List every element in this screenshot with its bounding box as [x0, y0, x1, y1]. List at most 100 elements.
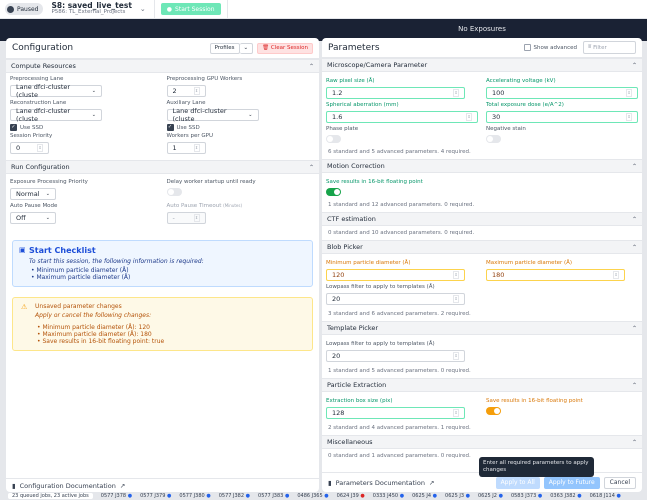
apply-to-all-button[interactable]: Apply to All — [495, 476, 540, 489]
show-advanced-checkbox[interactable]: Show advanced — [523, 44, 577, 51]
value: Lane dfci-cluster (cluste — [172, 107, 227, 123]
job-chip[interactable]: 0333 J450 ● — [372, 493, 405, 499]
box-size-input[interactable]: 128 ⇕ — [326, 407, 465, 419]
delay-startup-toggle[interactable] — [166, 188, 182, 196]
job-summary[interactable]: 23 queued jobs, 23 active jobs — [8, 493, 93, 499]
tooltip: Enter all required parameters to apply c… — [479, 457, 594, 477]
auxiliary-lane-select[interactable]: Lane dfci-cluster (cluste ⌄ — [166, 107, 259, 123]
job-chip[interactable]: 0577 J382 ● — [218, 493, 251, 499]
panel-title: Parameters — [328, 42, 380, 53]
template-lowpass-input[interactable]: 20 ⇕ — [326, 350, 465, 362]
stepper-icon[interactable]: ⇕ — [453, 295, 459, 303]
stepper-icon[interactable]: ⇕ — [453, 271, 459, 279]
list-item: Minimum particle diameter (Å): 120 — [37, 324, 304, 331]
param-count: 1 standard and 5 advanced parameters. 0 … — [328, 368, 471, 374]
gpu-workers-input[interactable]: 2 ⇕ — [166, 85, 206, 97]
stepper-icon[interactable]: ⇕ — [453, 89, 459, 97]
book-icon: ▮ — [12, 481, 16, 490]
phase-plate-toggle[interactable] — [326, 135, 341, 143]
job-chip[interactable]: 0486 J365 ● — [297, 493, 329, 499]
job-chip[interactable]: 0577 J378 ● — [100, 493, 133, 499]
session-selector[interactable]: S8: saved_live_test P586: TL_External_Pro… — [51, 2, 131, 16]
stepper-icon[interactable]: ⇕ — [626, 113, 632, 121]
pixel-size-input[interactable]: 1.2 ⇕ — [326, 87, 465, 99]
apply-to-future-button[interactable]: Apply to Future — [543, 476, 600, 489]
section-template-picker[interactable]: Template Picker ⌃ — [322, 321, 642, 335]
job-chip[interactable]: 0363 J382 ● — [550, 493, 582, 499]
section-miscellaneous[interactable]: Miscellaneous ⌃ — [322, 435, 642, 449]
max-diameter-input[interactable]: 180 ⇕ — [486, 269, 625, 281]
external-link-icon: ↗ — [119, 481, 126, 490]
check-icon: ✓ — [166, 124, 174, 131]
stepper-icon[interactable]: ⇕ — [37, 144, 43, 152]
job-chip[interactable]: 0624 J39 ● — [336, 493, 365, 499]
checklist-title: Start Checklist — [19, 246, 304, 255]
job-chip[interactable]: 0625 J2 ● — [477, 493, 503, 499]
profiles-button[interactable]: Profiles — [209, 42, 240, 54]
negative-stain-toggle[interactable] — [486, 135, 501, 143]
check-icon: ✓ — [10, 124, 17, 131]
section-particle-extraction[interactable]: Particle Extraction ⌃ — [322, 378, 642, 392]
reconstruction-lane-select[interactable]: Lane dfci-cluster (cluste ⌄ — [10, 107, 102, 123]
job-chip[interactable]: 0577 J383 ● — [258, 493, 290, 499]
stepper-icon[interactable]: ⇕ — [613, 271, 619, 279]
job-chip[interactable]: 0577 J380 ● — [179, 493, 211, 499]
list-item: Minimum particle diameter (Å) — [31, 267, 304, 274]
section-ctf-estimation[interactable]: CTF estimation ⌃ — [322, 212, 642, 226]
job-chip[interactable]: 0618 J114 ● — [589, 493, 621, 499]
stepper-icon[interactable]: ⇕ — [626, 89, 632, 97]
section-motion-correction[interactable]: Motion Correction ⌃ — [322, 159, 642, 173]
section-blob-picker[interactable]: Blob Picker ⌃ — [322, 240, 642, 254]
session-priority-input[interactable]: 0 ⇕ — [10, 142, 49, 154]
aux-use-ssd-checkbox[interactable]: ✓ Use SSD — [166, 124, 316, 131]
section-compute-resources[interactable]: Compute Resources ⌃ — [6, 59, 319, 73]
label: Auto Pause Mode — [10, 203, 58, 209]
motion-16bit-toggle[interactable] — [326, 188, 341, 196]
stepper-icon[interactable]: ⇕ — [466, 113, 472, 121]
value: 30 — [492, 113, 501, 121]
processing-priority-select[interactable]: Normal ⌄ — [10, 188, 56, 200]
auto-pause-mode-select[interactable]: Off ⌄ — [10, 212, 56, 224]
link-text: Configuration Documentation — [19, 481, 116, 490]
top-bar: Paused S8: saved_live_test P586: TL_Exter… — [0, 0, 647, 19]
use-ssd-checkbox[interactable]: ✓ Use SSD — [10, 124, 159, 131]
book-icon: ▮ — [328, 478, 332, 487]
job-chip[interactable]: 0577 J379 ● — [140, 493, 172, 499]
alert-intro: Apply or cancel the following changes: — [35, 312, 152, 319]
stepper-icon[interactable]: ⇕ — [453, 409, 459, 417]
job-chip[interactable]: 0583 J373 ● — [510, 493, 543, 499]
chevron-down-icon: ⌄ — [91, 88, 96, 94]
profiles-dropdown[interactable]: ⌄ — [239, 42, 254, 54]
checklist-intro: To start this session, the following inf… — [29, 258, 204, 265]
clear-session-button[interactable]: 🗑 Clear Session — [257, 42, 313, 54]
exposure-dose-input[interactable]: 30 ⇕ — [486, 111, 638, 123]
status-badge: Paused — [5, 3, 44, 15]
label: Delay worker startup until ready — [166, 179, 256, 185]
play-icon: ● — [166, 5, 173, 13]
section-microscope[interactable]: Microscope/Camera Parameter ⌃ — [322, 58, 642, 72]
start-session-button[interactable]: ● Start Session — [160, 3, 221, 15]
chevron-down-icon[interactable]: ⌄ — [139, 5, 146, 13]
min-diameter-input[interactable]: 120 ⇕ — [326, 269, 465, 281]
section-run-configuration[interactable]: Run Configuration ⌃ — [6, 160, 319, 174]
workers-per-gpu-input[interactable]: 1 ⇕ — [166, 142, 206, 154]
cancel-button[interactable]: Cancel — [603, 476, 636, 489]
extract-16bit-toggle[interactable] — [486, 407, 501, 415]
configuration-documentation-link[interactable]: ▮ Configuration Documentation ↗ — [6, 478, 319, 492]
stepper-icon[interactable]: ⇕ — [193, 144, 200, 152]
blob-lowpass-input[interactable]: 20 ⇕ — [326, 293, 465, 305]
preprocessing-lane-select[interactable]: Lane dfci-cluster (cluste ⌄ — [10, 83, 102, 99]
voltage-input[interactable]: 100 ⇕ — [486, 87, 638, 99]
spherical-aberration-input[interactable]: 1.6 ⇕ — [326, 111, 478, 123]
label: Extraction box size (pix) — [326, 398, 393, 404]
list-item: Save results in 16-bit floating point: t… — [37, 338, 304, 345]
stepper-icon[interactable]: ⇕ — [193, 87, 200, 95]
value: - — [172, 214, 175, 222]
stepper-icon[interactable]: ⇕ — [453, 352, 459, 360]
parameters-documentation-link[interactable]: Parameters Documentation — [335, 478, 425, 487]
job-chip[interactable]: 0625 J4 ● — [412, 493, 438, 499]
job-chip[interactable]: 0625 J3 ● — [445, 493, 470, 499]
param-count: 0 standard and 1 advanced parameters. 0 … — [328, 453, 471, 459]
filter-input[interactable]: ⩸ Filter — [583, 41, 636, 54]
section-title: Template Picker — [327, 324, 379, 332]
